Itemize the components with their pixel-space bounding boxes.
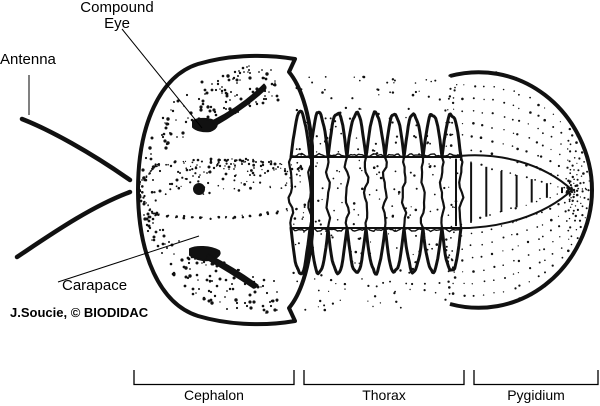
svg-text:Thorax: Thorax (362, 387, 406, 403)
svg-text:Cephalon: Cephalon (184, 387, 244, 403)
svg-text:Pygidium: Pygidium (507, 387, 565, 403)
